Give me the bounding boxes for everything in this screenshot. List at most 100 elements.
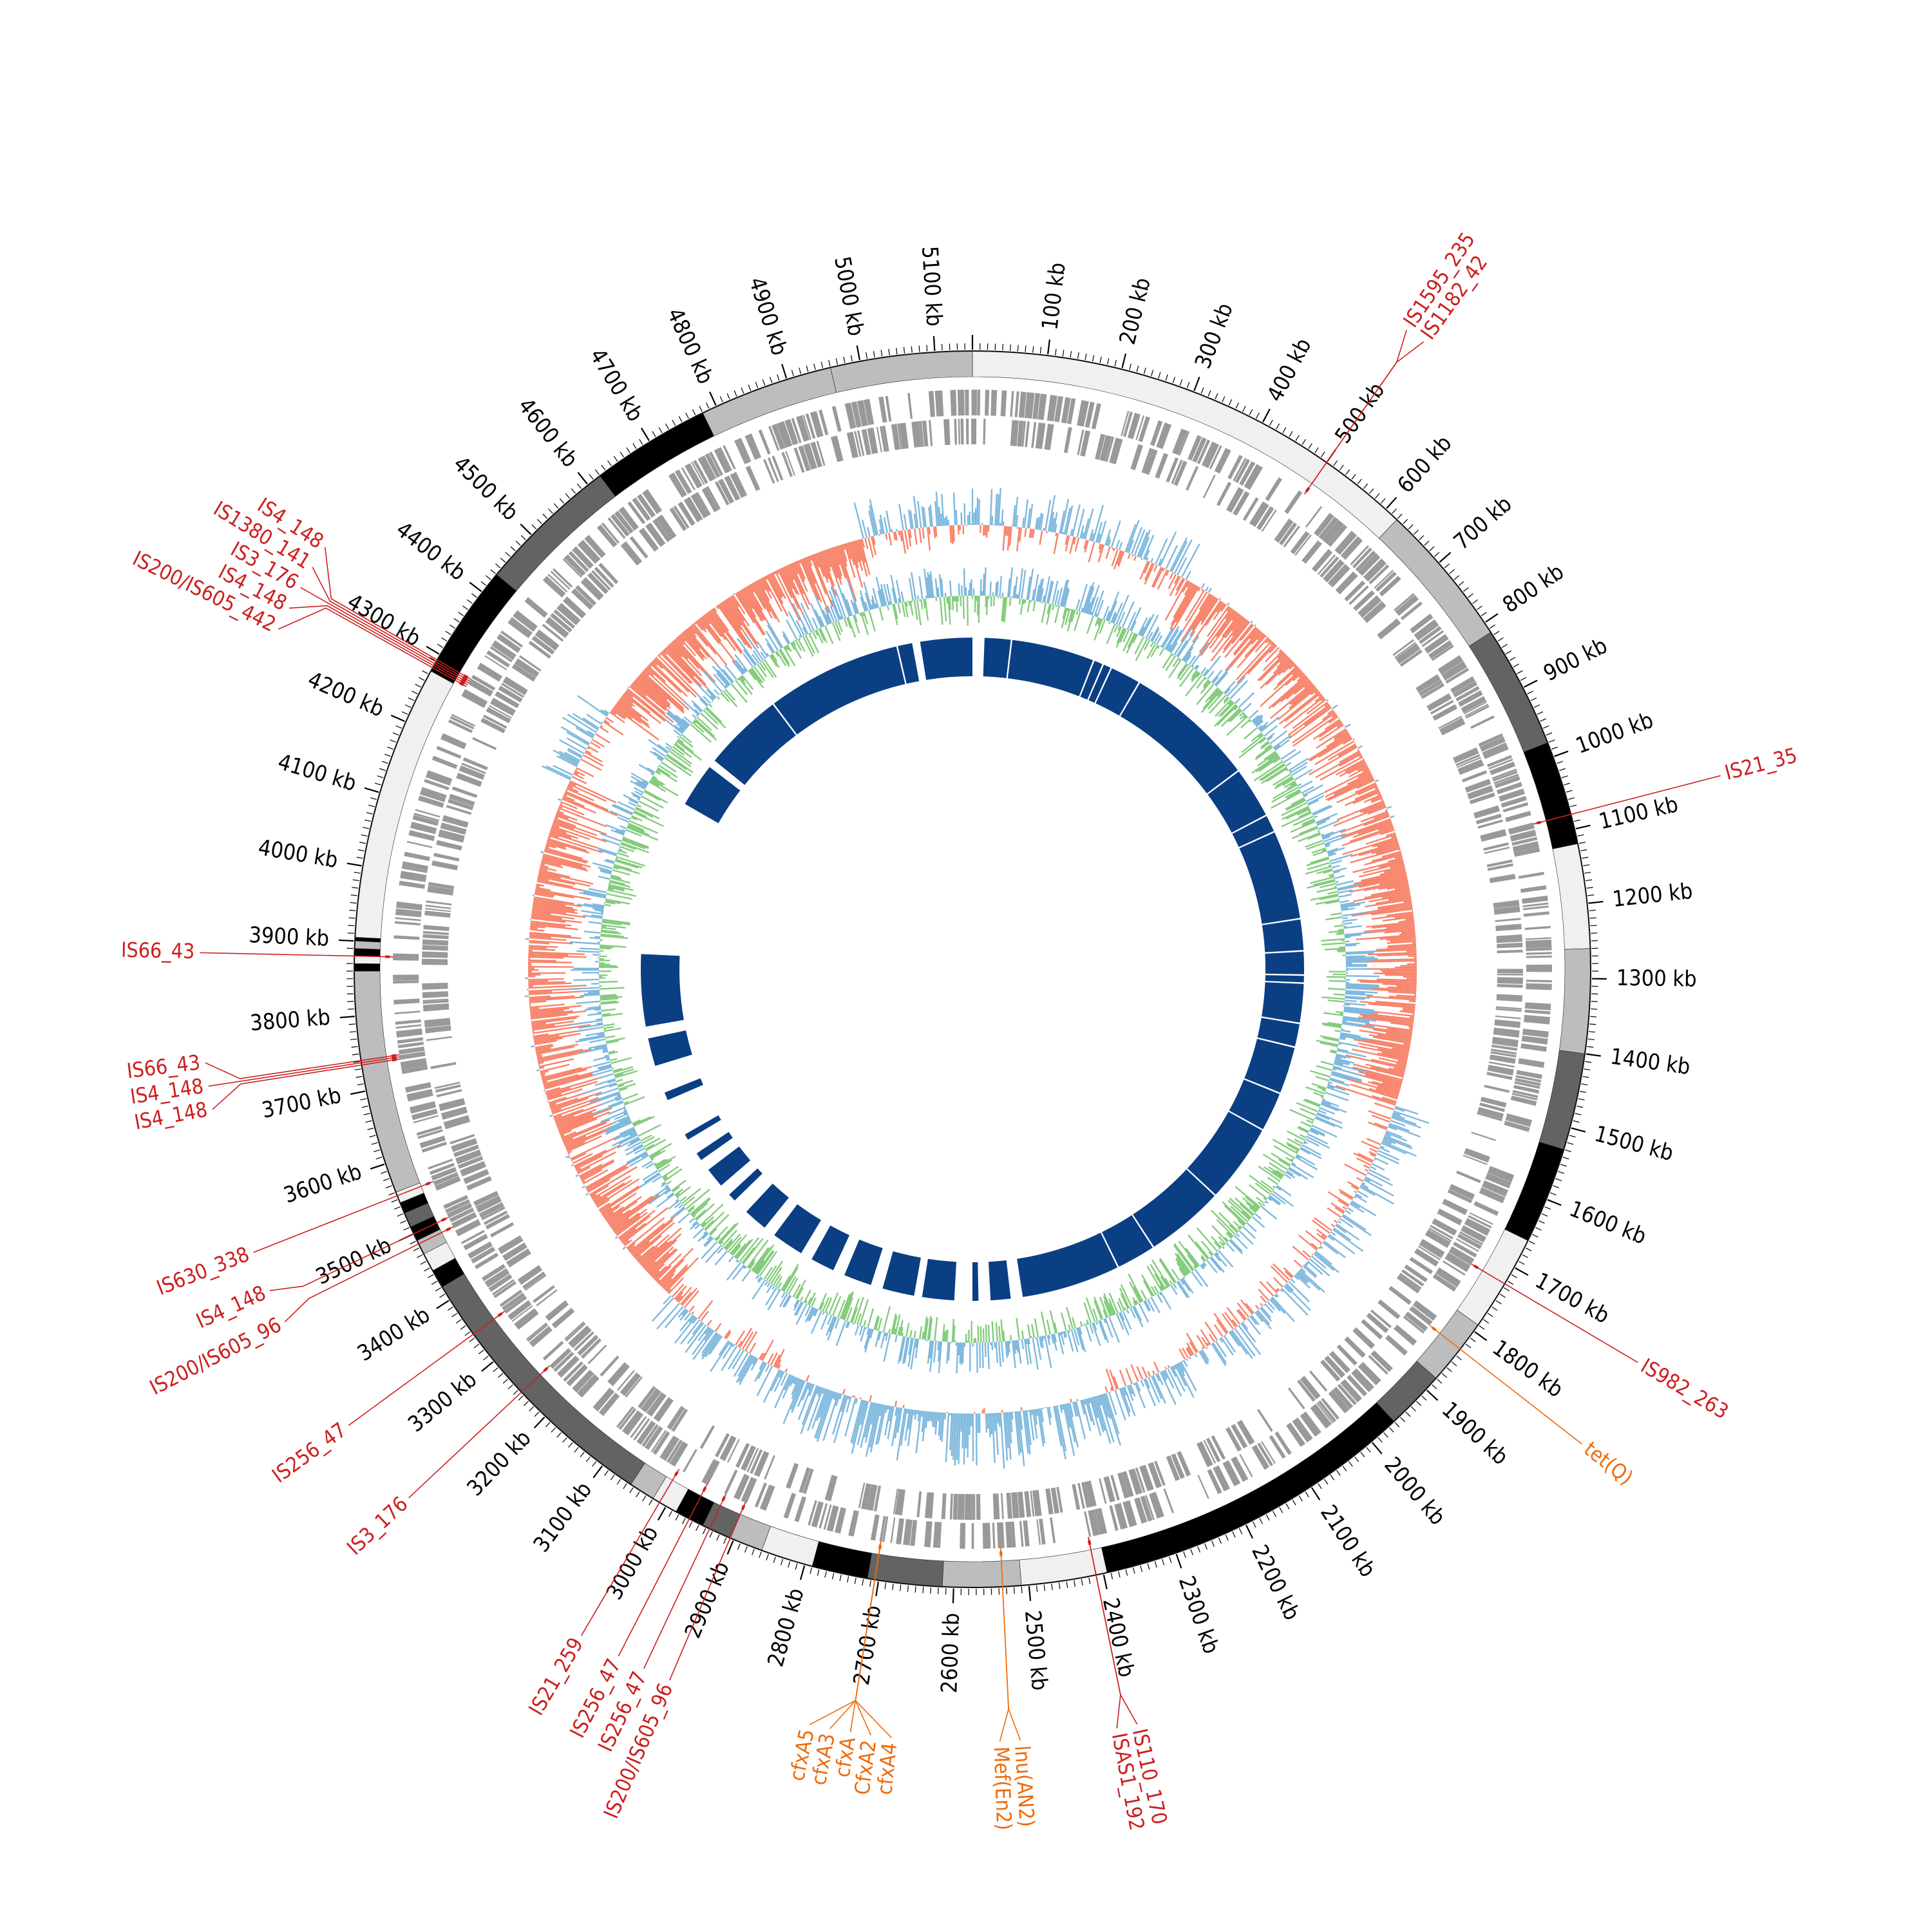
- cds-reverse: [1025, 421, 1030, 448]
- cds-reverse: [1206, 1437, 1221, 1463]
- gc-content-bar: [1097, 618, 1102, 627]
- gc-skew-bar: [551, 1097, 589, 1112]
- cds-forward: [1050, 1517, 1056, 1544]
- gc-skew-bar: [540, 1063, 570, 1073]
- gc-skew-bar: [580, 1159, 614, 1179]
- gc-content-bar: [1237, 1219, 1245, 1227]
- gc-content-bar: [1251, 715, 1260, 723]
- gc-skew-bar: [780, 1372, 788, 1387]
- gc-content-bar: [1264, 1166, 1282, 1180]
- gc-content-bar: [1154, 1273, 1165, 1291]
- gc-skew-bar: [887, 1405, 890, 1410]
- gc-content-bar: [995, 1322, 999, 1342]
- gc-content-bar: [728, 1251, 731, 1254]
- cds-reverse: [481, 1206, 506, 1220]
- cds-forward: [910, 1520, 918, 1546]
- gc-content-bar: [1341, 1029, 1351, 1033]
- gc-skew-bar: [1358, 1153, 1374, 1162]
- gc-content-bar: [759, 1251, 778, 1277]
- minor-tick: [762, 379, 766, 386]
- gc-skew-bar: [1175, 1363, 1195, 1398]
- cds-forward: [402, 861, 429, 871]
- gc-skew-bar: [878, 519, 884, 535]
- cds-forward: [1526, 983, 1552, 990]
- minor-tick: [458, 612, 464, 616]
- gc-content-bar: [1068, 1330, 1070, 1332]
- gc-content-bar: [1340, 900, 1349, 904]
- gc-content-bar: [908, 578, 914, 601]
- gc-content-bar: [650, 779, 679, 797]
- gc-skew-bar: [1276, 1287, 1280, 1291]
- cds-forward: [1192, 437, 1207, 463]
- cds-forward: [1363, 558, 1387, 582]
- cds-reverse: [1477, 1112, 1502, 1122]
- gc-skew-bar: [1028, 528, 1032, 538]
- cds-forward: [451, 1212, 477, 1229]
- gc-skew-bar: [557, 798, 562, 801]
- gc-skew-bar: [762, 576, 783, 612]
- cds-forward: [772, 423, 786, 450]
- minor-tick: [1540, 718, 1546, 722]
- major-tick: [436, 1300, 450, 1309]
- gc-skew-bar: [1283, 1285, 1291, 1294]
- gc-skew-bar: [571, 775, 587, 784]
- minor-tick: [1449, 569, 1455, 574]
- cds-forward: [1459, 1231, 1483, 1245]
- cds-reverse: [435, 1084, 461, 1093]
- gc-content-bar: [674, 1202, 682, 1209]
- gc-content-bar: [1345, 952, 1374, 955]
- cds-reverse: [1226, 487, 1244, 513]
- gc-skew-bar: [788, 564, 810, 610]
- cds-forward: [1010, 1521, 1016, 1548]
- gc-skew-bar: [580, 758, 602, 771]
- gc-content-bar: [633, 1115, 655, 1127]
- gc-skew-bar: [1092, 504, 1104, 542]
- gc-content-bar: [1242, 703, 1252, 712]
- gc-content-bar: [1151, 1259, 1170, 1287]
- cds-forward: [1286, 1422, 1305, 1447]
- gc-skew-bar: [1388, 895, 1411, 901]
- gc-content-bar: [735, 1238, 753, 1260]
- gc-content-bar: [635, 806, 660, 820]
- gc-skew-bar: [1390, 938, 1416, 942]
- cds-reverse: [1447, 1189, 1473, 1204]
- major-tick: [533, 1416, 545, 1429]
- gc-content-bar: [608, 884, 634, 891]
- gc-skew-bar: [641, 1241, 668, 1267]
- gc-skew-bar: [1200, 597, 1218, 622]
- gc-content-bar: [694, 1209, 706, 1220]
- gc-content-bar: [696, 692, 709, 706]
- gc-content-bar: [713, 674, 727, 689]
- gc-skew-bar: [1289, 686, 1316, 710]
- gc-content-bar: [1220, 702, 1235, 717]
- gc-skew-bar: [1201, 1336, 1209, 1347]
- gc-skew-bar: [559, 804, 585, 816]
- cds-reverse: [1495, 923, 1522, 931]
- gc-skew-bar: [1265, 638, 1271, 644]
- gc-content-bar: [1273, 773, 1292, 786]
- gc-content-bar: [1172, 657, 1180, 667]
- gc-content-bar: [600, 870, 612, 875]
- gc-skew-bar: [542, 855, 583, 867]
- cds-forward: [1465, 705, 1490, 719]
- cds-forward: [618, 506, 639, 531]
- gc-skew-bar: [1363, 794, 1382, 803]
- gc-skew-bar: [817, 1387, 822, 1397]
- gc-content-bar: [978, 596, 980, 623]
- cds-reverse: [1154, 1461, 1166, 1486]
- gc-skew-bar: [879, 529, 882, 535]
- gc-content-bar: [1328, 930, 1345, 933]
- gc-skew-bar: [677, 1308, 687, 1318]
- gc-content-bar: [891, 587, 896, 604]
- cds-forward: [584, 535, 606, 558]
- cds-reverse: [426, 900, 452, 906]
- gc-skew-bar: [531, 1020, 574, 1028]
- gc-content-bar: [648, 1188, 671, 1205]
- gc-skew-bar: [1144, 549, 1150, 560]
- minor-tick: [1566, 790, 1573, 793]
- gc-content-bar: [1341, 1021, 1375, 1028]
- minor-tick: [542, 513, 548, 519]
- gc-content-bar: [1320, 1041, 1338, 1047]
- cds-reverse: [911, 421, 922, 448]
- gc-content-bar: [1328, 1081, 1333, 1084]
